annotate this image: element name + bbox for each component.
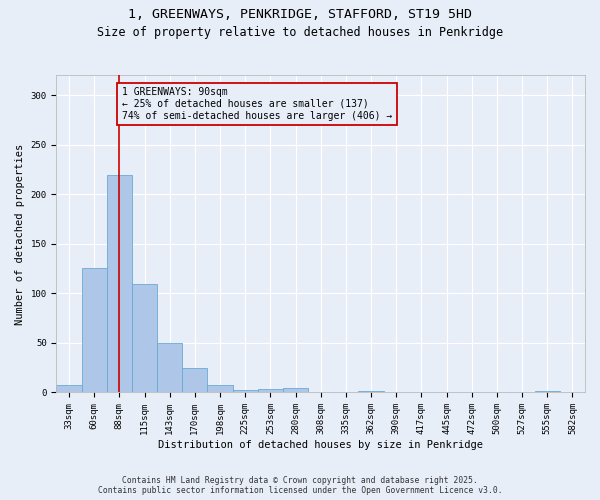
Text: Contains HM Land Registry data © Crown copyright and database right 2025.
Contai: Contains HM Land Registry data © Crown c… <box>98 476 502 495</box>
Text: Size of property relative to detached houses in Penkridge: Size of property relative to detached ho… <box>97 26 503 39</box>
Text: 1 GREENWAYS: 90sqm
← 25% of detached houses are smaller (137)
74% of semi-detach: 1 GREENWAYS: 90sqm ← 25% of detached hou… <box>122 88 392 120</box>
Bar <box>82 268 107 392</box>
Text: 1, GREENWAYS, PENKRIDGE, STAFFORD, ST19 5HD: 1, GREENWAYS, PENKRIDGE, STAFFORD, ST19 … <box>128 8 472 20</box>
Bar <box>182 368 208 392</box>
Y-axis label: Number of detached properties: Number of detached properties <box>15 144 25 324</box>
Bar <box>208 384 233 392</box>
Bar <box>283 388 308 392</box>
X-axis label: Distribution of detached houses by size in Penkridge: Distribution of detached houses by size … <box>158 440 483 450</box>
Bar <box>56 384 82 392</box>
Bar <box>132 284 157 393</box>
Bar <box>107 174 132 392</box>
Bar <box>233 390 258 392</box>
Bar <box>258 388 283 392</box>
Bar <box>157 343 182 392</box>
